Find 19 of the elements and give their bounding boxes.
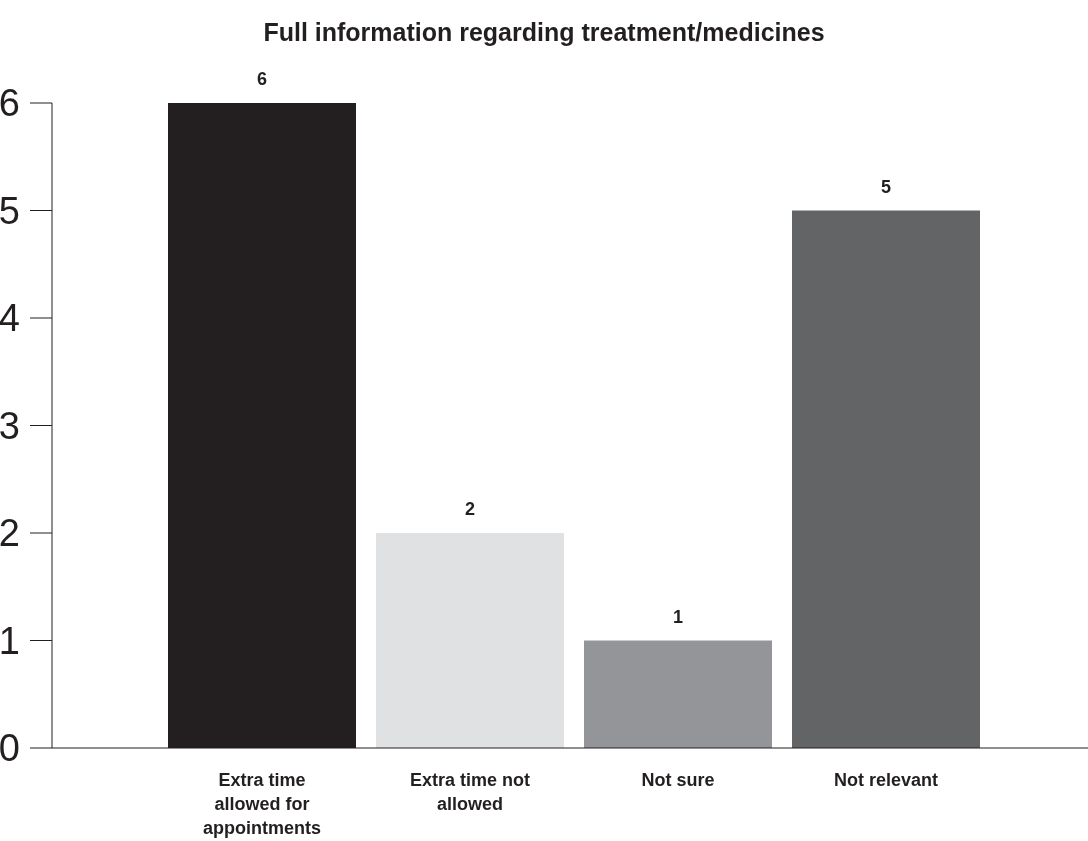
y-tick-label: 4: [0, 297, 20, 339]
chart-title: Full information regarding treatment/medicines: [262, 18, 826, 47]
bar: [792, 210, 980, 748]
y-tick-label: 3: [0, 404, 20, 447]
y-tick-label: 0: [0, 727, 20, 769]
x-tick-label: Extra time allowed for appointments: [202, 770, 322, 838]
x-tick-label: Not relevant: [833, 770, 939, 790]
y-tick-label: 5: [0, 189, 20, 232]
data-label: 6: [256, 69, 268, 89]
data-label: 2: [464, 499, 476, 519]
y-tick-label: 1: [0, 619, 20, 662]
x-tick-label: Extra time not allowed: [409, 770, 531, 814]
data-label: 5: [880, 176, 892, 197]
y-tick-label: 2: [0, 512, 20, 554]
y-tick-label: 6: [0, 82, 20, 124]
x-tick-label: Not sure: [641, 770, 715, 790]
data-label: 1: [672, 606, 684, 627]
bar: [584, 640, 772, 748]
bar: [376, 533, 564, 748]
